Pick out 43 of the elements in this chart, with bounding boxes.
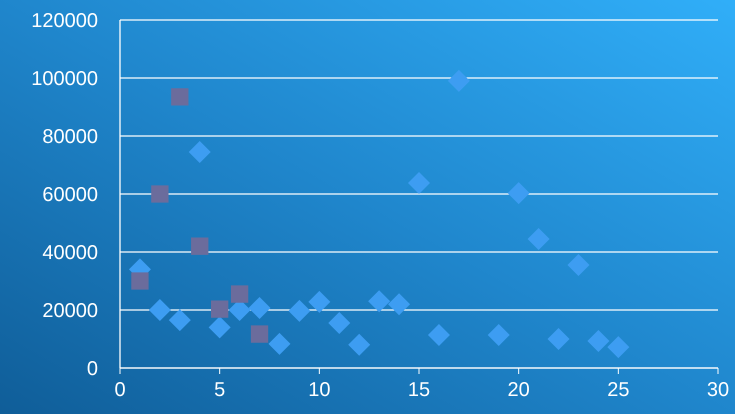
point <box>268 332 290 355</box>
x-tick-label: 25 <box>607 379 630 401</box>
point <box>250 325 268 343</box>
point <box>308 290 330 313</box>
point <box>548 328 570 350</box>
point <box>607 336 630 358</box>
point <box>288 300 310 322</box>
point <box>567 254 590 276</box>
point <box>188 140 211 163</box>
y-tick-label: 120000 <box>31 10 98 32</box>
point <box>587 330 610 352</box>
y-tick-label: 20000 <box>42 300 98 322</box>
point <box>211 300 228 318</box>
point <box>448 70 470 92</box>
x-tick-label: 20 <box>508 379 530 401</box>
y-tick-label: 40000 <box>42 242 98 264</box>
point <box>148 299 171 321</box>
point <box>428 324 450 346</box>
point <box>488 324 510 346</box>
point <box>191 238 208 255</box>
point <box>328 312 350 334</box>
point <box>508 182 530 204</box>
y-tick-label: 100000 <box>31 68 98 90</box>
y-tick-label: 80000 <box>42 126 98 148</box>
point <box>230 285 248 303</box>
x-tick-label: 15 <box>408 379 430 401</box>
point <box>208 316 231 338</box>
point <box>168 309 191 332</box>
point <box>348 334 370 356</box>
x-tick-label: 10 <box>308 379 330 401</box>
x-tick-label: 5 <box>214 379 226 401</box>
point <box>171 88 188 106</box>
y-tick-label: 60000 <box>42 184 98 206</box>
x-tick-label: 30 <box>706 379 730 401</box>
y-tick-label: 0 <box>86 358 98 380</box>
point <box>408 172 430 194</box>
point <box>388 293 410 316</box>
x-tick-label: 0 <box>114 379 126 401</box>
point <box>528 228 550 250</box>
point <box>151 185 169 203</box>
point <box>248 296 271 319</box>
point <box>368 290 390 312</box>
point <box>131 272 149 290</box>
